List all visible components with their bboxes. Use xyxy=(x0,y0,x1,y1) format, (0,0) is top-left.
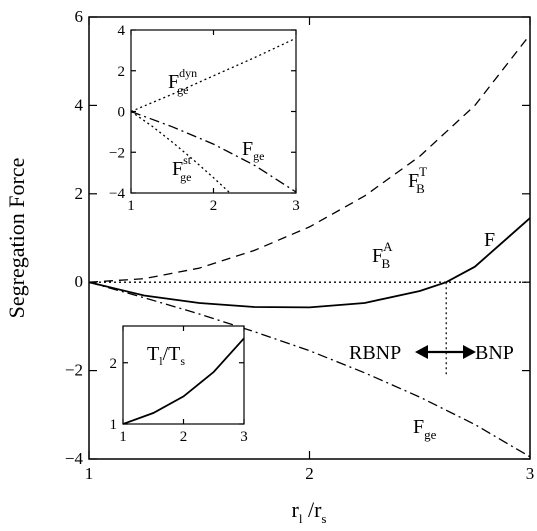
inset-bottom-series-solid xyxy=(122,337,245,425)
inset-top-series-dashdot xyxy=(130,110,297,193)
main-ytick-label: 0 xyxy=(75,272,84,291)
main-ytick-label: −2 xyxy=(65,361,83,380)
inset-bottom-xtick-label: 2 xyxy=(180,429,188,445)
main-xtick-label: 2 xyxy=(305,464,314,483)
inset-top-xtick-label: 3 xyxy=(292,198,300,214)
main-ytick-label: 4 xyxy=(75,95,84,114)
inset-top-ytick-label: 0 xyxy=(118,105,126,121)
inset-top-axis-ticks: 1 2 3 −4 −2 0 2 4 xyxy=(109,23,300,214)
label-bnp: BNP xyxy=(475,342,514,364)
transition-arrow xyxy=(415,345,476,359)
inset-top-xtick-label: 2 xyxy=(210,198,218,214)
inset-top-ytick-label: 2 xyxy=(118,64,126,80)
label-fge-inset: Fge xyxy=(242,138,264,163)
inset-bottom-ytick-label: 1 xyxy=(110,417,118,433)
label-fge-st: Fst ge xyxy=(172,153,192,184)
main-series-solid xyxy=(88,217,531,309)
inset-bottom-xtick-label: 1 xyxy=(119,429,127,445)
inset-top-ytick-label: 4 xyxy=(118,23,126,39)
inset-bottom-ytick-label: 2 xyxy=(110,356,118,372)
inset-top-xtick-label: 1 xyxy=(127,198,135,214)
main-xtick-label: 1 xyxy=(85,464,94,483)
inset-top: 1 2 3 −4 −2 0 2 4 Fdyn ge Fge Fst ge xyxy=(109,23,300,214)
main-ytick-label: 2 xyxy=(75,184,84,203)
inset-top-frame xyxy=(130,29,297,194)
main-series-dashed xyxy=(88,34,531,283)
label-fge: Fge xyxy=(413,416,437,442)
inset-bottom-xtick-label: 3 xyxy=(240,429,248,445)
inset-top-series-lines xyxy=(130,37,297,194)
main-series-lines xyxy=(88,34,531,458)
label-tl-ts: Tl/Ts xyxy=(147,343,185,368)
label-fbt: FT B xyxy=(408,164,427,196)
main-axis-ticks: 1 2 3 −4 −2 0 2 4 6 xyxy=(65,7,534,483)
inset-top-ytick-label: −4 xyxy=(109,186,125,202)
label-f: F xyxy=(484,229,495,251)
main-xtick-label: 3 xyxy=(526,464,535,483)
inset-top-series-dotted xyxy=(130,110,231,194)
label-fba: FA B xyxy=(372,239,393,271)
inset-bottom-series-lines xyxy=(122,337,245,425)
inset-top-ytick-label: −2 xyxy=(109,145,125,161)
inset-top-series-dotted xyxy=(130,37,297,113)
y-axis-label: Segregation Force xyxy=(4,158,29,319)
main-plot: 1 2 3 −4 −2 0 2 4 6 Segregation Force rl /rs FT B… xyxy=(4,7,534,526)
main-ytick-label: 6 xyxy=(75,7,84,26)
label-fge-dyn: Fdyn ge xyxy=(168,66,197,97)
inset-bottom-frame xyxy=(122,325,245,425)
inset-bottom-axis-ticks: 1 2 3 1 2 xyxy=(110,326,248,445)
x-axis-label: rl /rs xyxy=(292,497,327,526)
inset-bottom: 1 2 3 1 2 Tl/Ts xyxy=(110,325,248,445)
main-ytick-label: −4 xyxy=(65,449,84,468)
label-rbnp: RBNP xyxy=(349,342,401,364)
